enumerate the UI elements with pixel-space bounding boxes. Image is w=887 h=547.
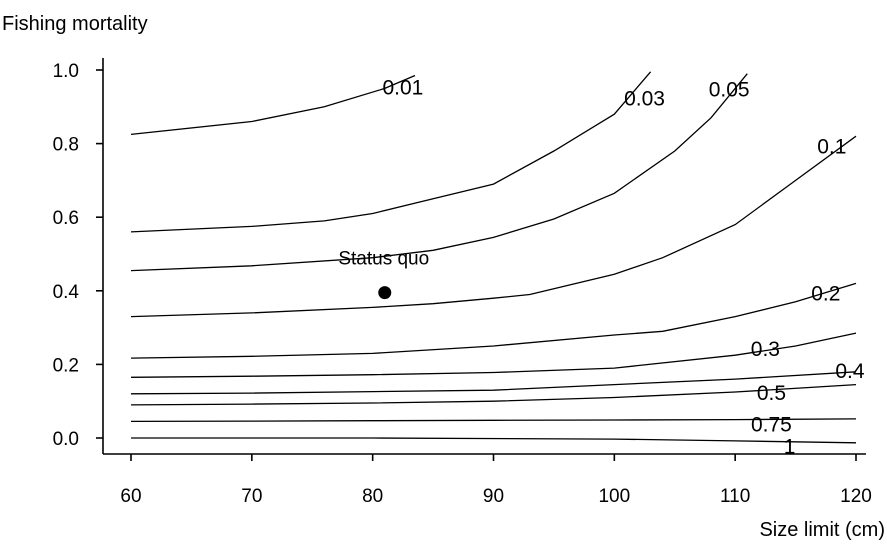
contour-label: 0.1 — [817, 135, 846, 158]
contour-label: 0.5 — [757, 382, 786, 405]
y-tick-label: 0.4 — [53, 282, 80, 303]
contour-line-0.2 — [130, 282, 857, 359]
status-quo-label: Status quo — [338, 249, 429, 270]
x-tick-label: 120 — [840, 486, 872, 507]
x-tick-label: 80 — [362, 486, 383, 507]
x-tick-label: 70 — [241, 486, 262, 507]
x-tick-label: 100 — [598, 486, 630, 507]
contour-label: 0.2 — [811, 283, 840, 306]
y-tick-label: 0.2 — [53, 355, 79, 376]
contour-line-0.3 — [130, 332, 857, 378]
contour-line-0.03 — [130, 71, 652, 233]
contour-lines — [130, 71, 857, 444]
contour-line-0.05 — [130, 73, 748, 272]
contour-label: 0.75 — [751, 413, 792, 436]
contour-label: 1 — [784, 435, 796, 458]
contour-labels: 0.01 0.03 0.05 0.1 0.2 0.3 0.4 0.5 0.751 — [382, 77, 864, 459]
contour-label: 0.4 — [835, 360, 865, 383]
contour-line-0.75 — [130, 418, 857, 423]
x-tick-label: 110 — [720, 486, 750, 507]
contour-line-1 — [131, 437, 857, 444]
contour-line-0.01 — [130, 74, 416, 136]
contour-line-0.5 — [130, 383, 857, 406]
y-tick-label: 1.0 — [53, 61, 79, 82]
x-tick-label: 60 — [120, 486, 141, 507]
y-tick-label: 0.8 — [53, 135, 79, 156]
y-axis-title: Fishing mortality — [2, 13, 148, 35]
contour-label: 0.3 — [751, 338, 780, 361]
contour-label: 0.01 — [382, 77, 423, 100]
x-axis-title: Size limit (cm) — [759, 519, 885, 541]
contour-label: 0.03 — [624, 88, 665, 111]
x-tick-label: 90 — [483, 486, 504, 507]
contour-label: 0.05 — [709, 78, 750, 101]
status-quo-point — [378, 286, 392, 300]
axes: 0.0 0.2 0.4 0.6 0.8 1.0 60 70 80 90 100 110 120 — [53, 58, 872, 507]
annotation-points: Status quo — [338, 249, 429, 300]
y-tick-label: 0.6 — [53, 208, 79, 229]
y-tick-label: 0.0 — [53, 429, 79, 450]
contour-line-0.4 — [130, 371, 857, 395]
contour-line-0.1 — [130, 135, 857, 318]
